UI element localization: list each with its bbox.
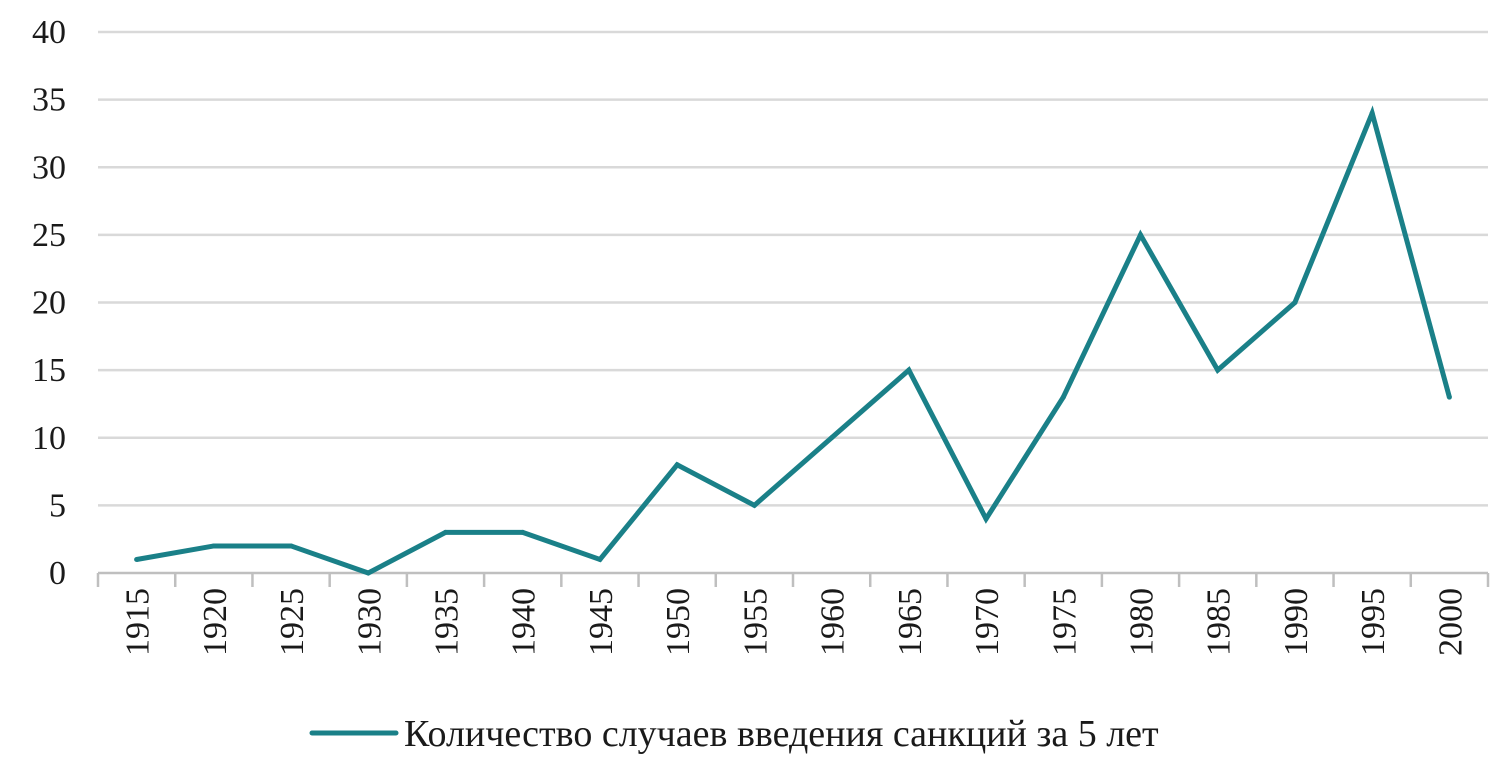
data-point	[520, 529, 526, 535]
data-point	[288, 543, 294, 549]
y-tick-label: 15	[32, 352, 66, 389]
data-point	[751, 502, 757, 508]
x-tick-label: 1930	[351, 588, 388, 656]
y-tick-label: 25	[32, 217, 66, 254]
x-tick-label: 1995	[1355, 588, 1392, 656]
data-point	[1369, 110, 1375, 116]
x-tick-label: 1925	[274, 588, 311, 656]
x-tick-label: 1920	[197, 588, 234, 656]
x-tick-label: 1915	[120, 588, 157, 656]
y-tick-label: 5	[49, 487, 66, 524]
x-tick-label: 1980	[1124, 588, 1161, 656]
gridlines	[98, 30, 1488, 507]
data-point	[983, 516, 989, 522]
x-tick-label: 1990	[1278, 588, 1315, 656]
x-tick-label: 1975	[1046, 588, 1083, 656]
legend-label: Количество случаев введения санкций за 5…	[404, 713, 1159, 755]
y-axis-tick-labels: 0 5 10 15 20 25 30 35 40	[32, 14, 66, 592]
data-point	[211, 543, 217, 549]
series-line	[136, 105, 1452, 576]
data-point	[1292, 300, 1298, 305]
legend: Количество случаев введения санкций за 5…	[309, 713, 1159, 755]
x-tick-label: 1945	[583, 588, 620, 656]
x-axis-tick-labels: 1915 1920 1925 1930 1935 1940 1945 1950 1955 1960…	[120, 588, 1470, 656]
data-point	[597, 556, 603, 562]
data-point	[1446, 394, 1452, 400]
series-lines	[134, 105, 1452, 576]
y-tick-label: 40	[32, 14, 66, 51]
data-point	[674, 462, 680, 468]
y-tick-label: 20	[32, 285, 66, 322]
data-point	[134, 556, 140, 562]
y-tick-label: 10	[32, 420, 66, 457]
y-tick-label: 30	[32, 149, 66, 186]
y-tick-label: 0	[49, 555, 66, 592]
x-tick-label: 1940	[506, 588, 543, 656]
data-point	[906, 367, 912, 373]
x-axis	[96, 571, 1490, 587]
x-tick-label: 1950	[660, 588, 697, 656]
x-tick-label: 1935	[429, 588, 466, 656]
x-tick-label: 1960	[815, 588, 852, 656]
data-point	[443, 529, 448, 535]
data-point	[1060, 394, 1066, 400]
x-tick-label: 1955	[737, 588, 774, 656]
y-tick-label: 35	[32, 82, 66, 119]
x-tick-label: 1985	[1201, 588, 1238, 656]
data-point	[1215, 367, 1221, 373]
data-point	[365, 570, 371, 576]
x-tick-label: 1965	[892, 588, 929, 656]
x-tick-label: 2000	[1432, 588, 1469, 656]
data-point	[1138, 232, 1143, 238]
x-tick-label: 1970	[969, 588, 1006, 656]
data-point	[829, 435, 835, 441]
